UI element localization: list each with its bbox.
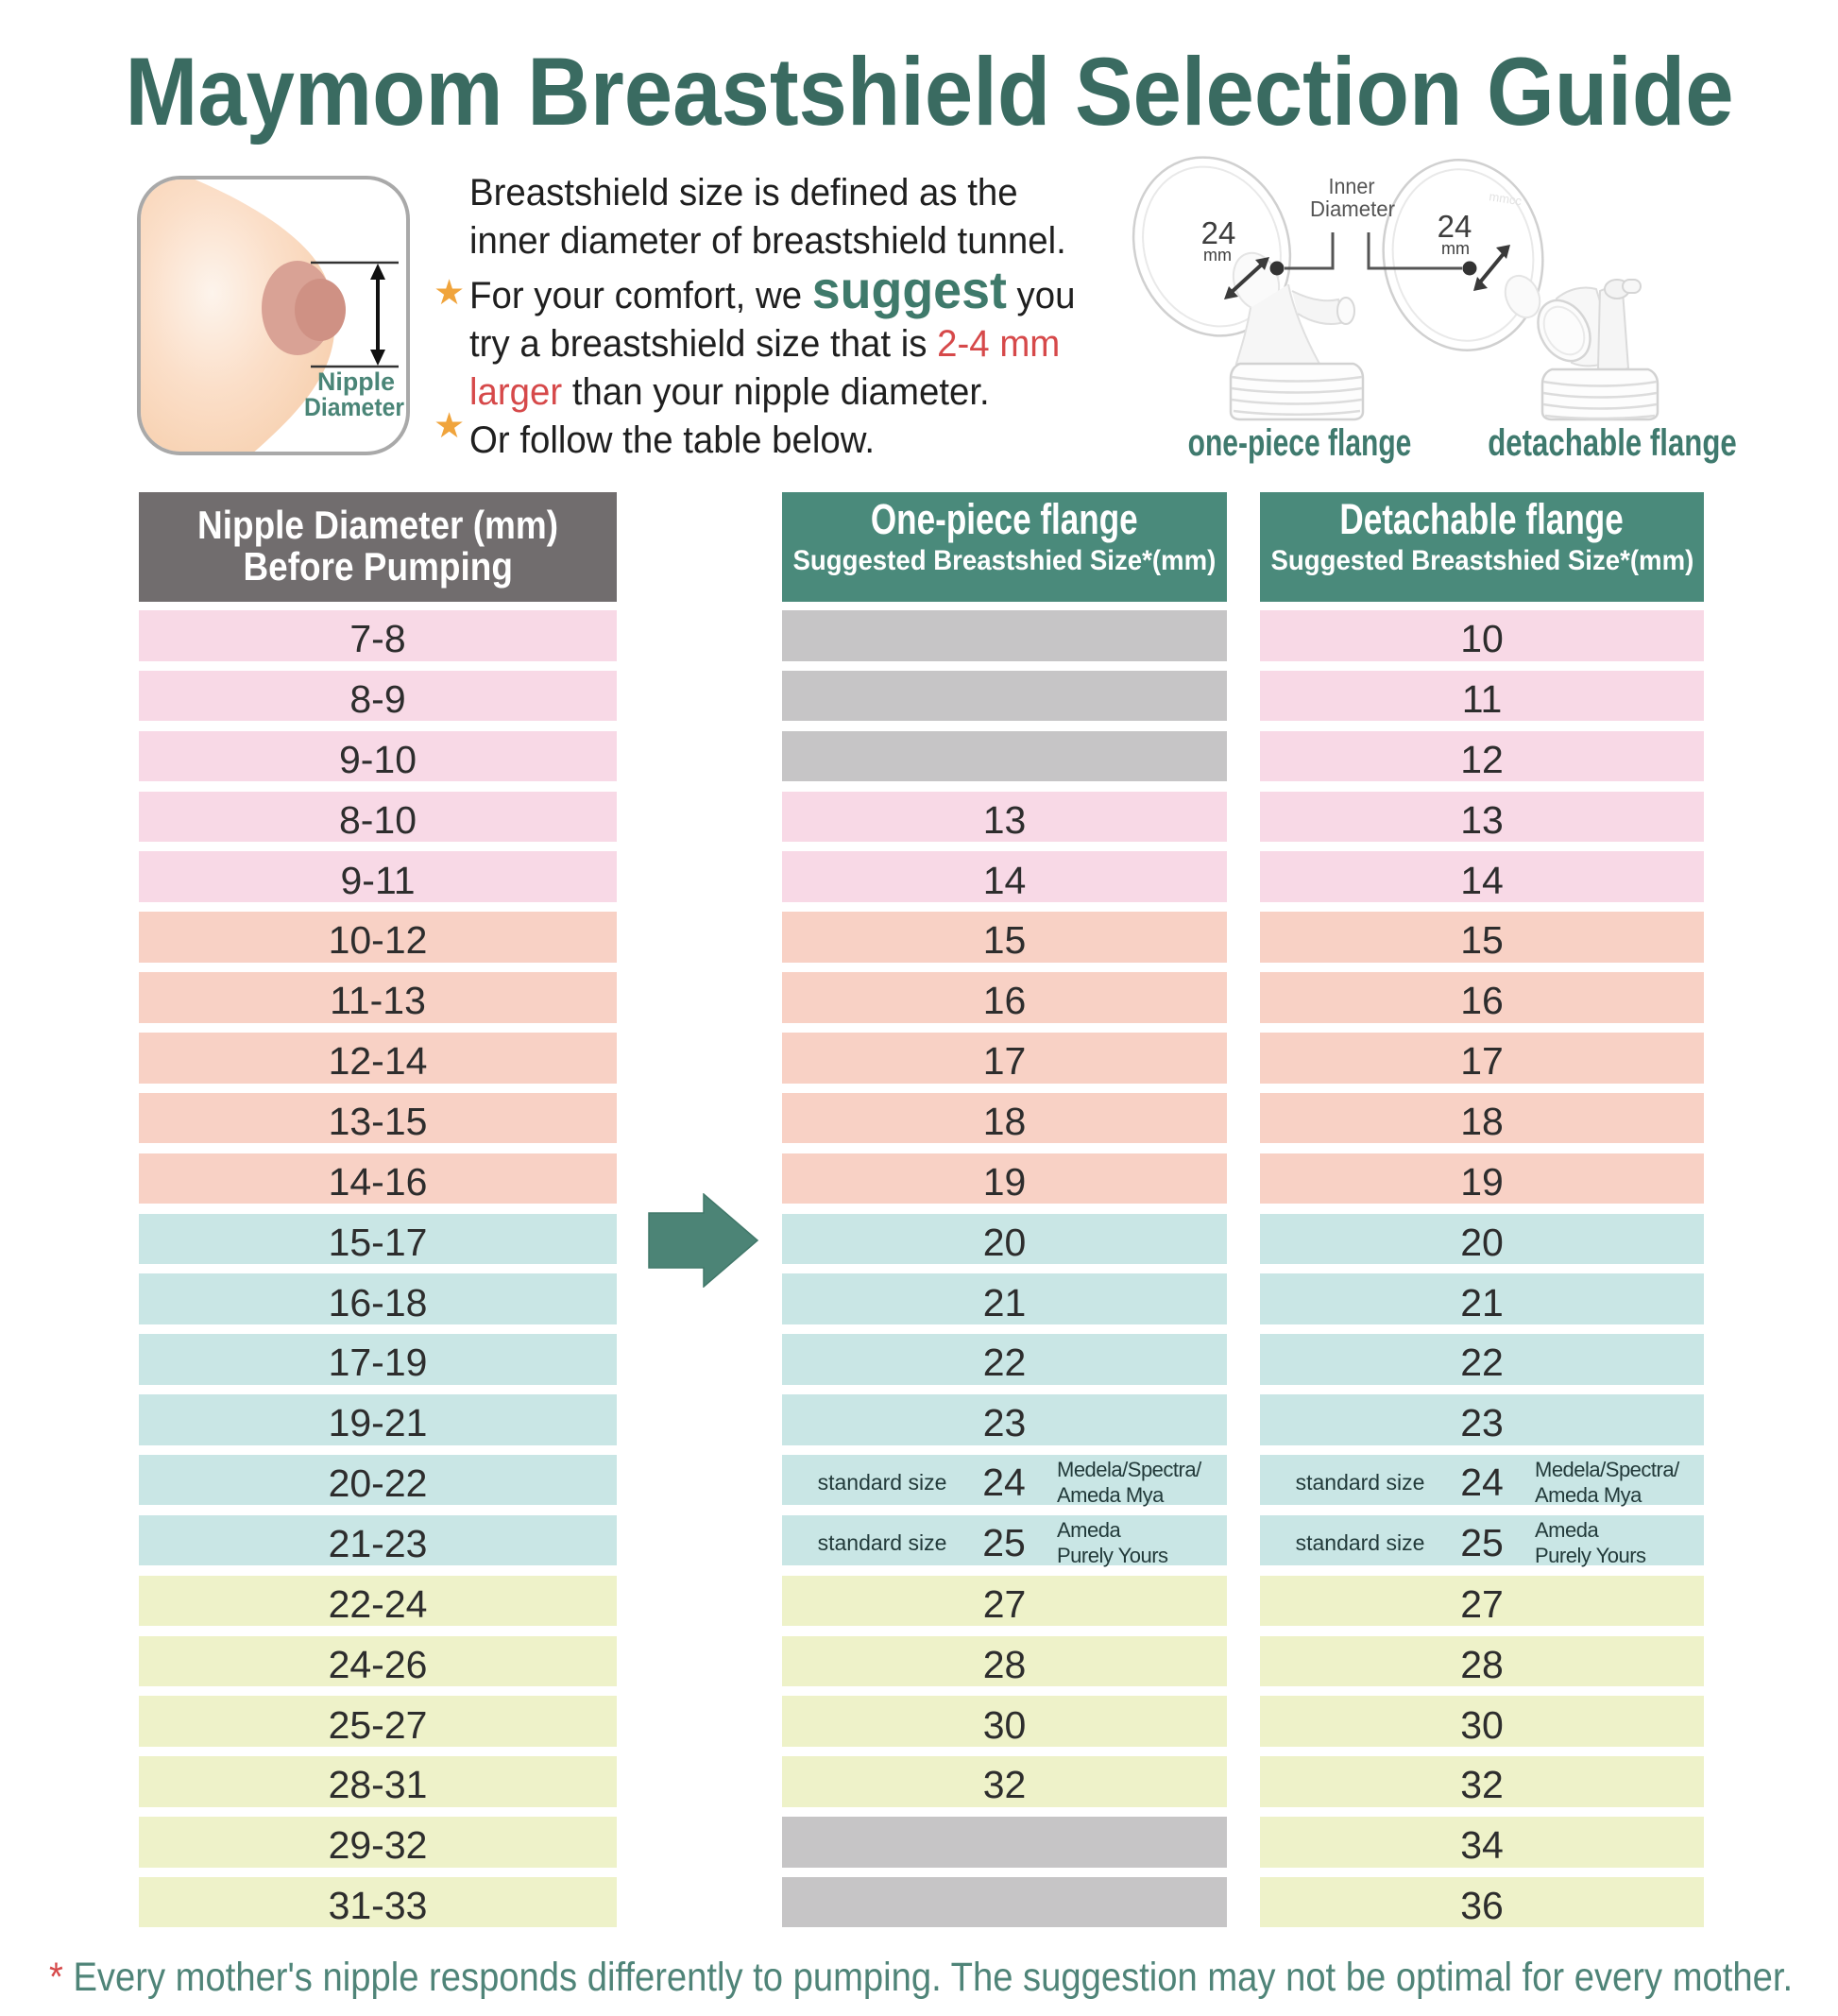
svg-text:24: 24: [1201, 215, 1236, 250]
svg-text:Nipple: Nipple: [317, 367, 395, 396]
svg-text:mmсс: mmсс: [1489, 189, 1523, 208]
svg-text:Diameter: Diameter: [304, 393, 404, 421]
svg-text:24: 24: [1438, 209, 1472, 244]
svg-text:mm: mm: [1441, 239, 1470, 258]
svg-text:Diameter: Diameter: [1310, 196, 1395, 221]
svg-text:mm: mm: [1203, 246, 1232, 265]
svg-text:Inner: Inner: [1329, 174, 1375, 198]
